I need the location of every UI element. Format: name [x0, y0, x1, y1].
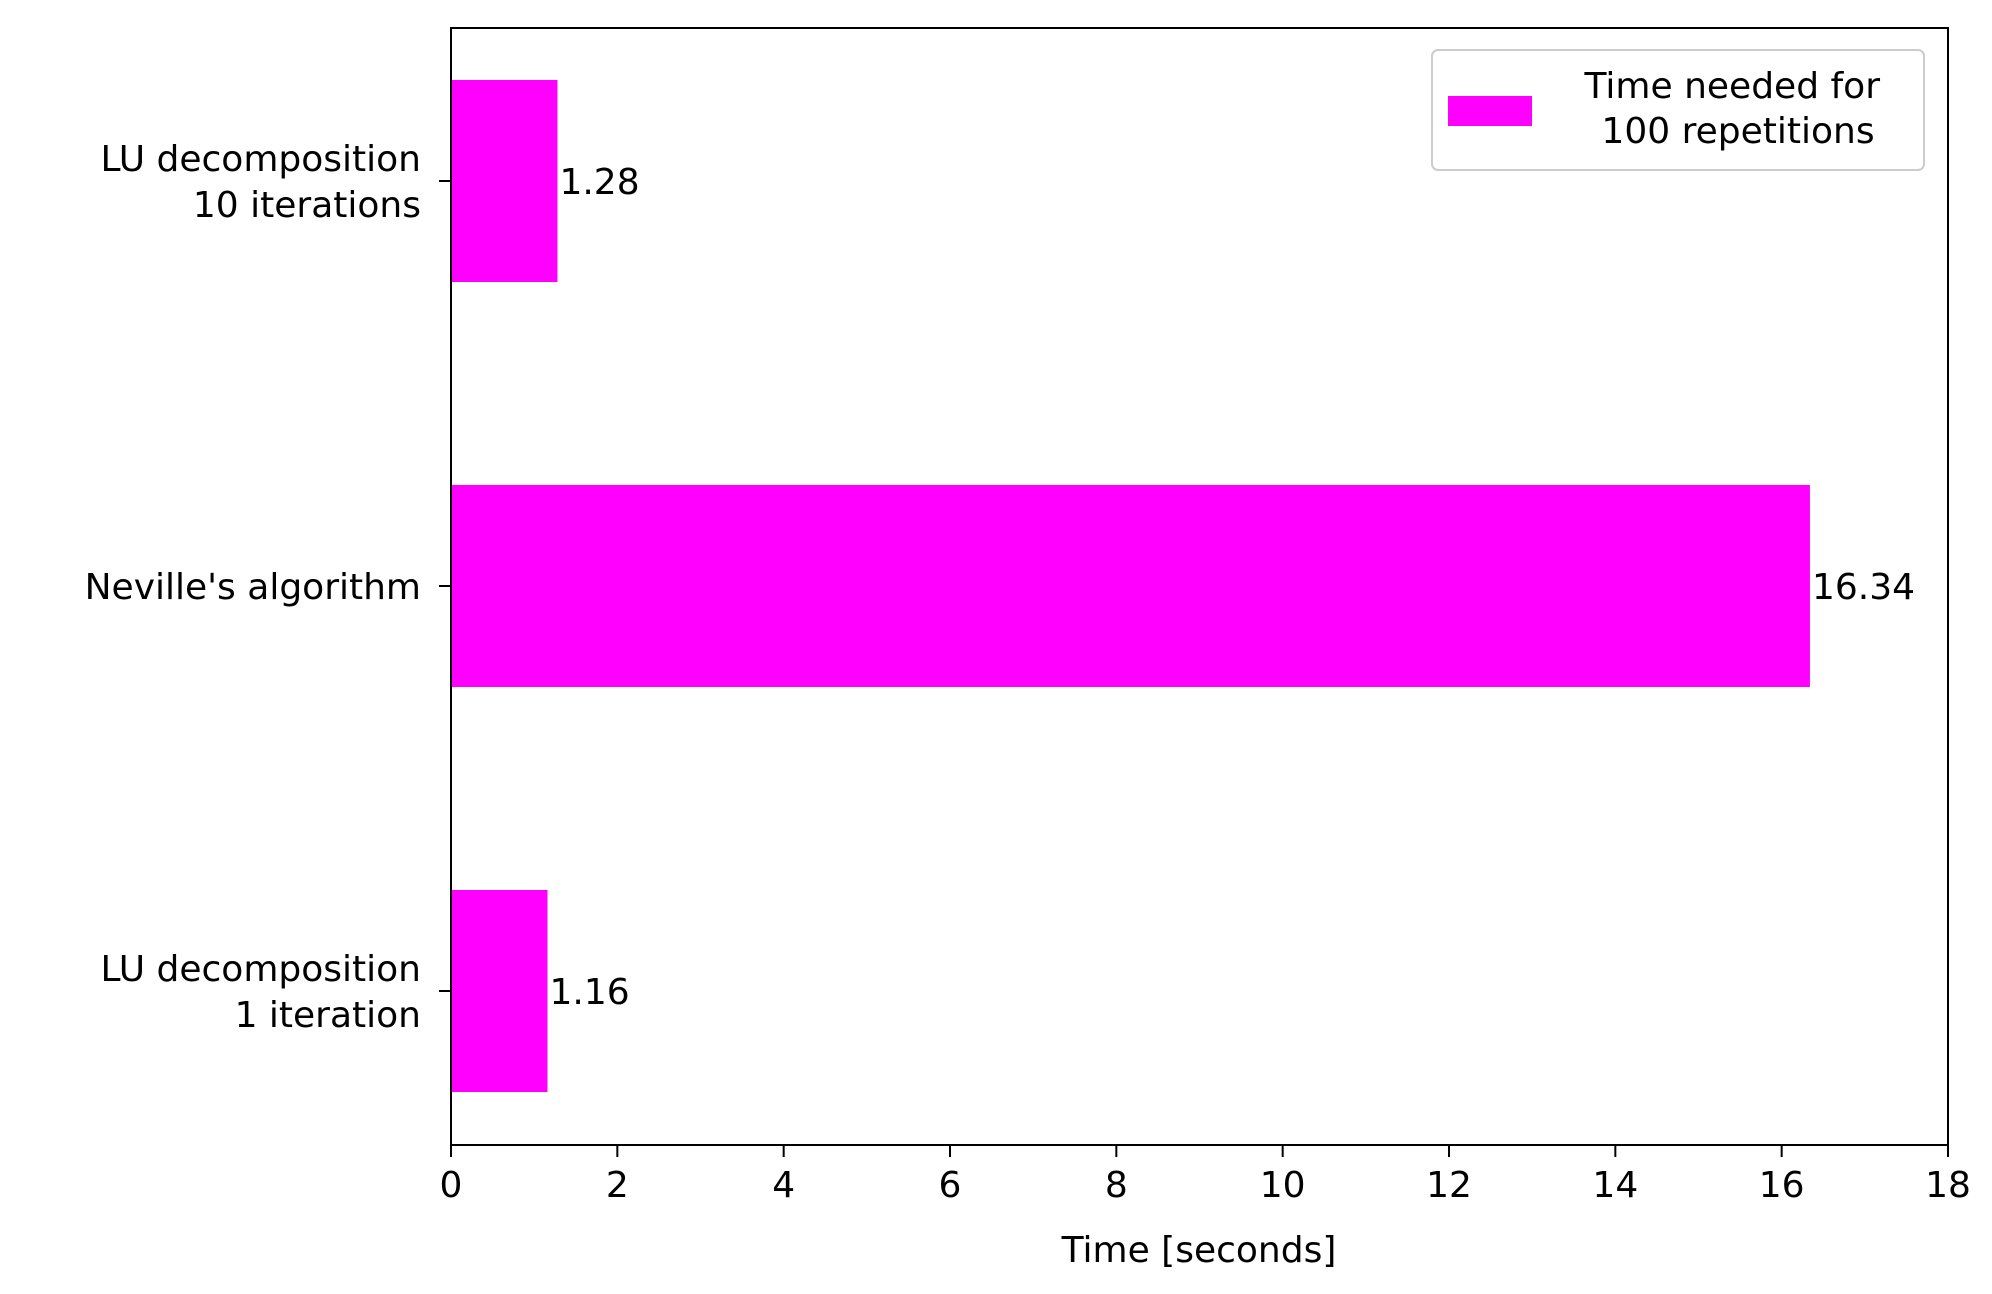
x-tick-label-12: 12: [1426, 1165, 1472, 1206]
x-axis-title: Time [seconds]: [1061, 1230, 1337, 1271]
x-tick-label-8: 8: [1105, 1165, 1128, 1206]
category-label-3: LU decomposition 1 iteration: [100, 949, 421, 1036]
category-label-3-line-1: LU decomposition: [100, 949, 421, 990]
legend-label: Time needed for 100 repetitions: [1584, 66, 1892, 152]
data-labels-group: 1.28 16.34 1.16: [549, 162, 1915, 1013]
category-label-2: Neville's algorithm: [85, 567, 421, 608]
x-tick-label-18: 18: [1925, 1165, 1971, 1206]
bar-1: [451, 80, 558, 282]
category-label-2-line-1: Neville's algorithm: [85, 567, 421, 608]
category-label-1-line-1: LU decomposition: [100, 139, 421, 180]
bar-value-label-1: 1.28: [559, 162, 639, 203]
legend-label-line-2: 100 repetitions: [1601, 111, 1874, 152]
category-label-3-line-2: 1 iteration: [235, 995, 421, 1036]
bars-group: [451, 80, 1810, 1092]
category-label-1: LU decomposition 10 iterations: [100, 139, 421, 226]
bar-value-label-3: 1.16: [549, 972, 629, 1013]
legend: Time needed for 100 repetitions: [1431, 49, 1925, 171]
x-tick-label-2: 2: [606, 1165, 629, 1206]
x-tick-label-14: 14: [1592, 1165, 1638, 1206]
x-tick-label-4: 4: [772, 1165, 795, 1206]
x-tick-label-6: 6: [939, 1165, 962, 1206]
bar-value-label-2: 16.34: [1812, 567, 1915, 608]
legend-swatch: [1448, 96, 1532, 126]
y-axis-ticks: LU decomposition 10 iterations Neville's a…: [85, 139, 451, 1036]
x-tick-label-10: 10: [1260, 1165, 1306, 1206]
legend-frame: [1431, 49, 1925, 171]
bar-2: [451, 485, 1810, 687]
x-tick-label-0: 0: [440, 1165, 463, 1206]
category-label-1-line-2: 10 iterations: [193, 185, 421, 226]
x-tick-label-16: 16: [1759, 1165, 1805, 1206]
x-axis-ticks: 0 2 4 6 8 10 12 14 16 18: [440, 1145, 1971, 1206]
legend-label-line-1: Time needed for: [1584, 66, 1881, 107]
bar-3: [451, 890, 548, 1092]
